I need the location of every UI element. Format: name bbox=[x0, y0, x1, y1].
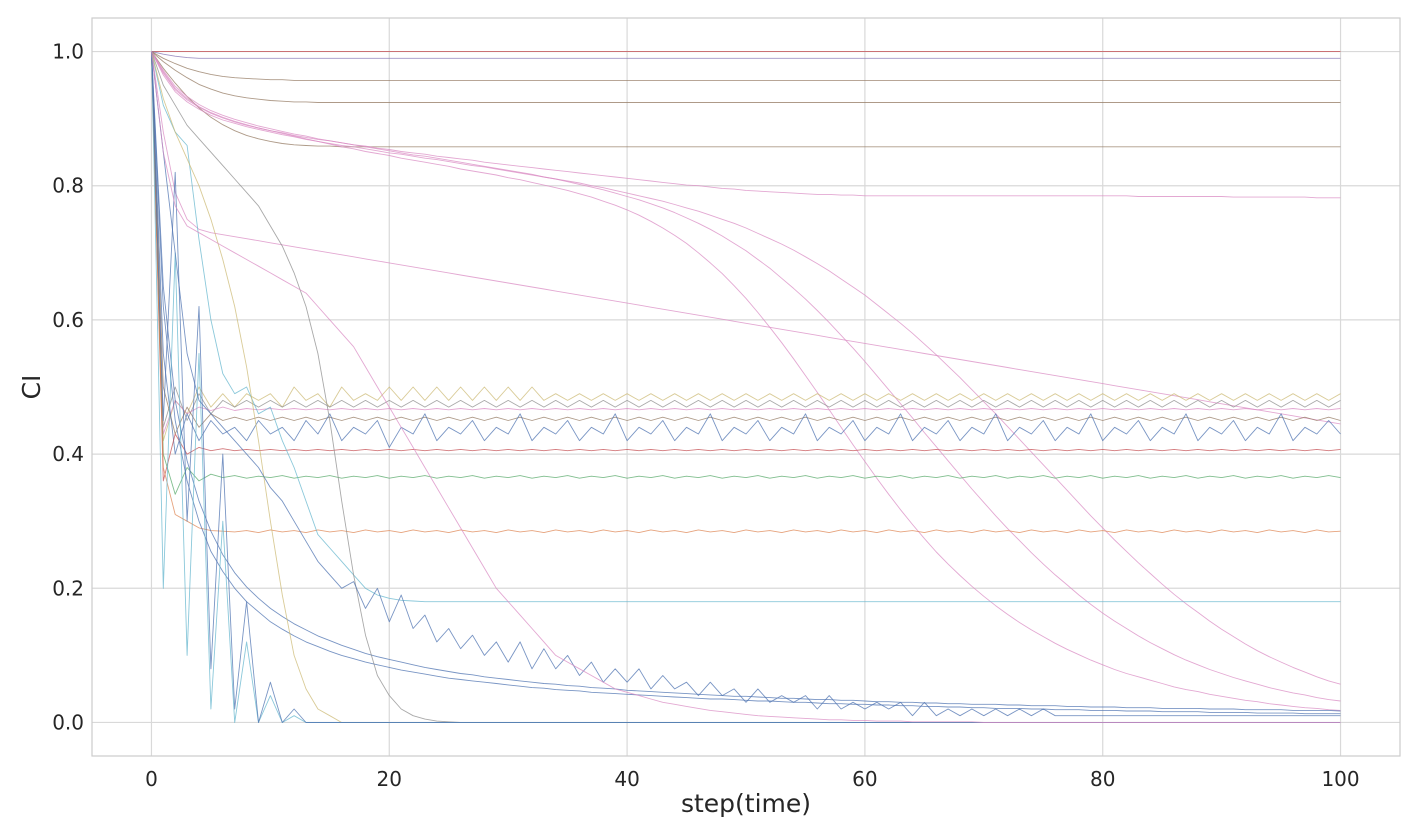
x-tick-label: 20 bbox=[377, 767, 402, 791]
series-line-18 bbox=[151, 51, 1341, 534]
y-tick-label: 1.0 bbox=[52, 40, 84, 64]
y-axis-label: CI bbox=[17, 375, 46, 400]
x-axis-label: step(time) bbox=[681, 789, 811, 818]
y-tick-label: 0.6 bbox=[52, 308, 84, 332]
y-tick-label: 0.2 bbox=[52, 576, 84, 600]
series-line-14 bbox=[151, 51, 1341, 435]
series-line-19 bbox=[151, 51, 1341, 603]
series-line-21 bbox=[151, 51, 1341, 712]
y-tick-label: 0.8 bbox=[52, 174, 84, 198]
series-line-27 bbox=[151, 51, 1341, 723]
series-line-3 bbox=[151, 51, 1341, 81]
series-line-8 bbox=[151, 51, 1341, 685]
x-tick-label: 0 bbox=[145, 767, 158, 791]
series-line-15 bbox=[151, 51, 1341, 455]
series-line-13 bbox=[151, 51, 1341, 435]
x-tick-labels: 0 20 40 60 80 100 bbox=[145, 767, 1360, 791]
y-tick-label: 0.4 bbox=[52, 442, 84, 466]
x-tick-label: 100 bbox=[1321, 767, 1359, 791]
series-lines bbox=[151, 51, 1341, 723]
y-tick-label: 0.0 bbox=[52, 710, 84, 734]
series-line-2 bbox=[151, 51, 1341, 59]
series-line-20 bbox=[151, 51, 1341, 715]
plot-frame bbox=[91, 17, 1401, 757]
plot-background bbox=[92, 18, 1400, 756]
series-line-10 bbox=[151, 51, 1341, 425]
x-tick-label: 80 bbox=[1090, 767, 1115, 791]
series-line-11 bbox=[151, 51, 1341, 442]
series-line-6 bbox=[151, 51, 1341, 711]
x-tick-label: 60 bbox=[852, 767, 877, 791]
series-line-4 bbox=[151, 51, 1341, 103]
series-line-17 bbox=[151, 51, 1341, 495]
x-tick-label: 40 bbox=[614, 767, 639, 791]
y-tick-labels: 0.0 0.2 0.4 0.6 0.8 1.0 bbox=[52, 40, 84, 735]
series-line-26 bbox=[151, 51, 1341, 717]
series-line-16 bbox=[151, 51, 1341, 482]
series-line-12 bbox=[151, 51, 1341, 428]
series-line-9 bbox=[151, 51, 1341, 199]
